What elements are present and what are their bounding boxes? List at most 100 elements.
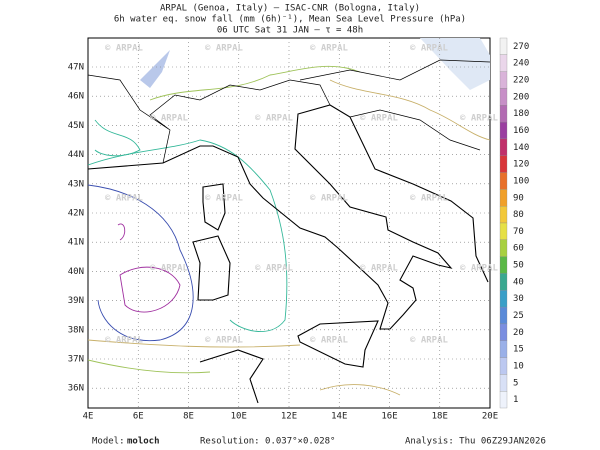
watermark: © ARPAL (205, 44, 244, 54)
watermark: © ARPAL (310, 336, 349, 346)
title-line: 06 UTC Sat 31 JAN — τ = 48h (217, 26, 363, 36)
lon-label: 18E (432, 412, 448, 422)
lat-label: 44N (68, 150, 84, 160)
colorbar-label: 100 (513, 176, 529, 186)
footer-analysis: Analysis: Thu 06Z29JAN2026 (405, 437, 546, 447)
colorbar-swatch (499, 189, 508, 207)
colorbar-swatch (499, 121, 508, 140)
colorbar-label: 160 (513, 126, 529, 136)
colorbar-swatch (499, 340, 508, 358)
colorbar-label: 30 (513, 294, 524, 304)
title-line: 6h water eq. snow fall (mm (6h)⁻¹), Mean… (114, 15, 466, 25)
watermark: © ARPAL (150, 114, 189, 124)
lon-label: 14E (331, 412, 347, 422)
watermark: © ARPAL (460, 114, 499, 124)
colorbar-label: 90 (513, 193, 524, 203)
lon-label: 10E (231, 412, 247, 422)
colorbar-swatch (499, 391, 508, 409)
colorbar-swatch (499, 54, 508, 72)
contour (149, 65, 361, 101)
lat-label: 37N (68, 355, 84, 365)
colorbar-label: 5 (513, 378, 518, 388)
colorbar-label: 70 (513, 227, 524, 237)
colorbar-label: 10 (513, 361, 524, 371)
colorbar-label: 270 (513, 42, 529, 52)
colorbar-swatch (499, 138, 508, 156)
colorbar-label: 140 (513, 143, 529, 153)
africa-coast (199, 349, 264, 404)
contour (94, 119, 141, 157)
lat-label: 42N (68, 209, 84, 219)
colorbar-swatch (499, 37, 508, 55)
contour (117, 223, 126, 241)
lat-label: 43N (68, 179, 84, 189)
footer-resolution: Resolution: 0.037°×0.028° (200, 437, 335, 447)
watermark: © ARPAL (105, 44, 144, 54)
lat-label: 41N (68, 238, 84, 248)
snow-area (420, 38, 490, 90)
watermark: © ARPAL (460, 264, 499, 274)
colorbar-label: 40 (513, 277, 524, 287)
lon-label: 20E (482, 412, 498, 422)
watermark: © ARPAL (205, 194, 244, 204)
title-line: ARPAL (Genoa, Italy) — ISAC-CNR (Bologna… (160, 4, 420, 14)
watermark: © ARPAL (255, 264, 294, 274)
contour (87, 184, 194, 342)
colorbar-label: 1 (513, 395, 518, 405)
colorbar-swatch (499, 256, 508, 274)
colorbar-label: 80 (513, 210, 524, 220)
contour (87, 139, 288, 332)
lat-label: 46N (68, 92, 84, 102)
footer-model-label: Model: (92, 437, 125, 447)
colorbar-label: 180 (513, 109, 529, 119)
lon-label: 12E (281, 412, 297, 422)
lon-label: 16E (381, 412, 397, 422)
colorbar-swatch (499, 222, 508, 240)
footer-model: moloch (127, 437, 160, 447)
watermark: © ARPAL (205, 336, 244, 346)
watermark: © ARPAL (360, 264, 399, 274)
colorbar-label: 20 (513, 328, 524, 338)
lat-label: 47N (68, 63, 84, 73)
lon-label: 6E (133, 412, 144, 422)
colorbar-swatch (499, 323, 508, 341)
colorbar-label: 220 (513, 76, 529, 86)
colorbar-label: 50 (513, 261, 524, 271)
colorbar-swatch (499, 105, 508, 123)
watermark: © ARPAL (410, 44, 449, 54)
contour (329, 79, 491, 141)
watermark: © ARPAL (410, 194, 449, 204)
watermark: © ARPAL (310, 44, 349, 54)
colorbar-swatch (499, 239, 508, 257)
colorbar-swatch (499, 71, 508, 89)
sardinia (192, 235, 231, 301)
colorbar-swatch (499, 172, 508, 190)
lat-label: 40N (68, 267, 84, 277)
lon-label: 8E (183, 412, 194, 422)
watermark: © ARPAL (310, 194, 349, 204)
lon-label: 4E (83, 412, 94, 422)
map: © ARPAL © ARPAL © ARPAL © ARPAL © ARPAL © ARP… (87, 37, 499, 409)
colorbar-swatch (499, 155, 508, 173)
colorbar-label: 60 (513, 244, 524, 254)
watermark: © ARPAL (410, 336, 449, 346)
watermark: © ARPAL (105, 194, 144, 204)
watermark: © ARPAL (150, 264, 189, 274)
border (87, 59, 491, 164)
colorbar-swatch (499, 88, 508, 106)
colorbar-label: 25 (513, 311, 524, 321)
colorbar-swatch (499, 357, 508, 375)
contour (87, 339, 401, 396)
watermark: © ARPAL (360, 114, 399, 124)
lat-label: 45N (68, 121, 84, 131)
lat-label: 36N (68, 384, 84, 394)
watermark: © ARPAL (255, 114, 294, 124)
colorbar-label: 120 (513, 160, 529, 170)
colorbar-swatch (499, 374, 508, 392)
contour (119, 266, 181, 313)
lat-label: 39N (68, 296, 84, 306)
contour (87, 359, 211, 374)
lat-label: 38N (68, 325, 84, 335)
snow-area (140, 50, 170, 88)
